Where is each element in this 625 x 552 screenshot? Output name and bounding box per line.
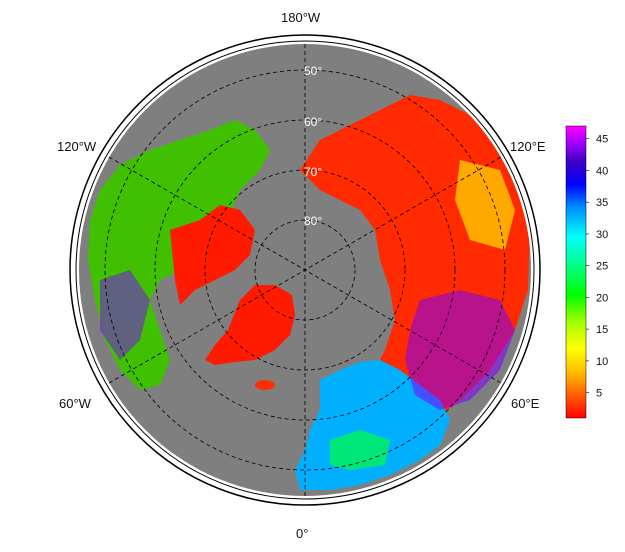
central-asia-patch [405,290,515,410]
colorbar-tick-label: 35 [596,197,608,209]
colorbar-tick-label: 20 [596,292,608,304]
lon-label-60w: 60°W [59,396,92,411]
colorbar-tick-label: 30 [596,229,608,241]
colorbar-tick-label: 45 [596,134,608,146]
siberia-yellow-patch [455,160,515,250]
colorbar [565,125,587,419]
lat-label-70: 70° [304,165,322,179]
canadian-archipelago [170,205,255,305]
land-data-layer [88,95,530,490]
colorbar-ticks: 45 40 35 30 25 20 15 10 5 [586,134,608,400]
colorbar-tick-label: 5 [596,388,602,400]
iceland [255,380,275,390]
lon-label-120e: 120°E [510,139,546,154]
colorbar-tick-label: 25 [596,261,608,273]
lon-label-120w: 120°W [57,139,97,154]
north-america-patch [100,270,150,360]
graticule [104,44,506,496]
map-frame-inner [75,40,535,500]
lon-label-60e: 60°E [511,396,540,411]
colorbar-tick-label: 15 [596,324,608,336]
lat-label-50: 50° [304,64,322,78]
colorbar-tick-label: 10 [596,356,608,368]
colorbar-tick-label: 40 [596,165,608,177]
europe-green-patch [330,430,390,470]
lat-label-80: 80° [304,214,322,228]
lon-label-0: 0° [296,526,308,541]
lat-label-60: 60° [304,115,322,129]
greenland [205,285,295,365]
lon-label-180w: 180°W [281,10,321,25]
map-frame-outer [69,34,541,506]
